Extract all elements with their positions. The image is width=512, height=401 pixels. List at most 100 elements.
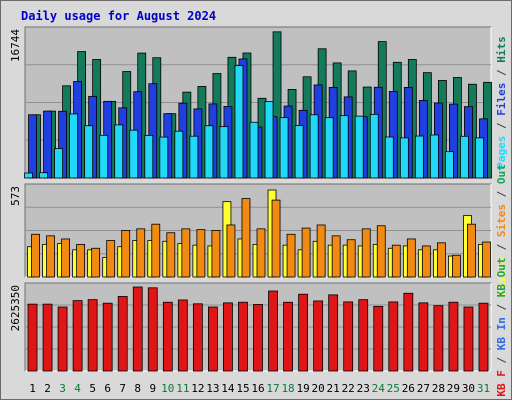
bar-pages-day-19 bbox=[294, 125, 304, 179]
tick-label-day-11: 11 bbox=[176, 382, 189, 395]
bar-pages-day-4 bbox=[69, 113, 79, 179]
tick-label-day-27: 27 bbox=[417, 382, 430, 395]
legend-entry: / bbox=[495, 237, 508, 257]
legend-entry: / bbox=[495, 63, 508, 83]
bar-kbf-day-20 bbox=[313, 300, 324, 372]
bar-sites-day-7 bbox=[121, 230, 131, 278]
bar-sites-day-30 bbox=[467, 223, 476, 278]
legend-entry: KB Out bbox=[495, 257, 508, 297]
panel-kbytes: 2625350 KB F / KB In / KB Out bbox=[9, 257, 508, 396]
tick-label-day-21: 21 bbox=[327, 382, 340, 395]
panel-hits: 16744 Pages / Files / Hits bbox=[9, 26, 508, 179]
tick-label-day-15: 15 bbox=[236, 382, 249, 395]
legend-entry: Hits bbox=[495, 36, 508, 63]
bar-kbf-day-21 bbox=[328, 294, 339, 372]
bar-sites-day-11 bbox=[181, 228, 191, 278]
bar-kbf-day-26 bbox=[403, 292, 414, 372]
bar-sites-day-28 bbox=[436, 242, 446, 278]
bar-kbf-day-14 bbox=[223, 302, 233, 372]
bar-pages-day-27 bbox=[414, 135, 424, 179]
tick-label-day-9: 9 bbox=[149, 382, 156, 395]
bar-sites-day-27 bbox=[421, 245, 431, 278]
bar-pages-day-21 bbox=[324, 117, 334, 179]
legend-kbytes: KB F / KB In / KB Out bbox=[495, 257, 508, 396]
bar-sites-day-15 bbox=[241, 198, 251, 278]
bar-kbf-day-13 bbox=[208, 306, 218, 372]
chart-title: Daily usage for August 2024 bbox=[21, 9, 216, 23]
bar-sites-day-14 bbox=[226, 224, 236, 278]
bar-sites-day-3 bbox=[61, 238, 70, 278]
bar-kbf-day-30 bbox=[463, 306, 474, 372]
bar-pages-day-22 bbox=[339, 115, 349, 179]
bar-kbf-day-29 bbox=[448, 301, 459, 372]
tick-label-day-16: 16 bbox=[251, 382, 264, 395]
bar-kbf-day-25 bbox=[388, 301, 399, 372]
bar-kbf-day-6 bbox=[102, 302, 113, 372]
tick-label-day-26: 26 bbox=[402, 382, 415, 395]
tick-label-day-31: 31 bbox=[477, 382, 490, 395]
tick-label-day-17: 17 bbox=[266, 382, 279, 395]
bar-kbf-day-27 bbox=[418, 302, 429, 372]
bar-pages-day-7 bbox=[114, 124, 124, 179]
bar-files-day-1 bbox=[28, 114, 37, 179]
bar-sites-day-20 bbox=[316, 224, 326, 278]
tick-label-day-28: 28 bbox=[432, 382, 445, 395]
bar-kbf-day-23 bbox=[358, 299, 369, 372]
bar-kbf-day-17 bbox=[268, 290, 278, 372]
bar-sites-day-9 bbox=[151, 223, 161, 278]
bar-kbf-day-19 bbox=[298, 293, 308, 372]
legend-entry: Pages bbox=[495, 136, 508, 169]
series-sites bbox=[31, 198, 491, 278]
tick-label-day-6: 6 bbox=[104, 382, 111, 395]
bar-sites-day-24 bbox=[376, 225, 386, 278]
bar-sites-day-5 bbox=[91, 247, 101, 278]
bar-pages-day-12 bbox=[189, 135, 199, 179]
tick-label-day-10: 10 bbox=[161, 382, 174, 395]
bar-files-day-2 bbox=[43, 110, 52, 179]
bar-pages-day-28 bbox=[429, 134, 439, 179]
bar-sites-day-26 bbox=[406, 238, 416, 278]
bar-kbf-day-1 bbox=[27, 303, 38, 372]
bar-pages-day-18 bbox=[279, 117, 289, 179]
tick-label-day-25: 25 bbox=[387, 382, 400, 395]
bar-pages-day-10 bbox=[159, 136, 169, 179]
panel-visits: 573 Visits / Sites / Out bbox=[9, 164, 508, 297]
bar-pages-day-11 bbox=[174, 130, 184, 179]
bar-kbf-day-10 bbox=[162, 301, 173, 372]
tick-label-day-7: 7 bbox=[119, 382, 126, 395]
legend-entry: / bbox=[495, 297, 508, 317]
bar-sites-day-13 bbox=[211, 230, 221, 278]
bar-kbf-day-4 bbox=[72, 300, 83, 372]
series-pages bbox=[24, 65, 484, 179]
bar-pages-day-5 bbox=[84, 125, 94, 179]
bar-pages-day-24 bbox=[369, 113, 379, 179]
day-labels: 1 2 3 4 5 6 7 8 9 10 11 12 13 14 15 16 17 18 19 20 21 22 23 24 2… bbox=[29, 382, 490, 395]
bar-pages-day-1 bbox=[24, 172, 33, 179]
bar-sites-day-2 bbox=[46, 235, 55, 278]
bar-sites-day-19 bbox=[301, 227, 311, 278]
bar-sites-day-16 bbox=[256, 228, 266, 278]
bar-sites-day-12 bbox=[196, 229, 206, 278]
bar-sites-day-18 bbox=[286, 233, 296, 278]
tick-label-day-5: 5 bbox=[89, 382, 96, 395]
bar-sites-day-29 bbox=[452, 254, 461, 278]
tick-label-day-23: 23 bbox=[357, 382, 370, 395]
bar-sites-day-17 bbox=[271, 199, 281, 278]
tick-label-day-8: 8 bbox=[134, 382, 141, 395]
bar-pages-day-8 bbox=[129, 129, 139, 179]
bar-kbf-day-3 bbox=[57, 306, 68, 372]
bar-sites-day-22 bbox=[346, 239, 356, 278]
bar-kbf-day-12 bbox=[192, 303, 203, 372]
bar-kbf-day-16 bbox=[253, 304, 263, 372]
legend-entry: / bbox=[495, 350, 508, 370]
tick-label-day-14: 14 bbox=[221, 382, 235, 395]
bar-sites-day-6 bbox=[106, 240, 116, 278]
legend-entry: Visits bbox=[495, 257, 508, 297]
bar-kbf-day-8 bbox=[132, 286, 143, 372]
bar-kbf-day-31 bbox=[478, 302, 489, 372]
series-kbf bbox=[27, 286, 489, 372]
bar-pages-day-17 bbox=[264, 101, 274, 179]
bar-kbf-day-11 bbox=[177, 299, 188, 372]
legend-entry: Sites bbox=[495, 204, 508, 237]
